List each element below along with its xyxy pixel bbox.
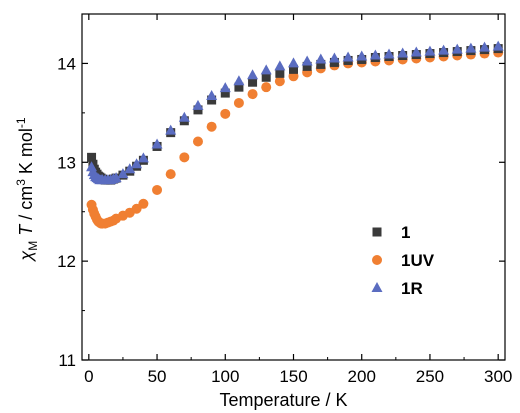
point-1 [248,77,258,87]
point-1r [383,48,395,59]
legend-label-1r: 1R [401,279,423,298]
point-1 [87,152,97,162]
y-axis-title: χM T / cm3 K mol-1 [14,117,40,263]
x-tick-label: 250 [416,367,444,386]
point-1r [342,51,354,62]
point-1r [110,172,122,183]
y-tick-label: 14 [57,54,76,73]
point-1r [438,44,450,55]
point-1r [301,55,313,66]
point-1r [328,52,340,63]
x-tick-label: 0 [84,367,93,386]
point-1uv [152,184,163,195]
point-1r [479,41,491,52]
point-1uv [261,82,272,93]
point-1r [131,158,143,169]
legend-marker-1uv [372,255,382,265]
point-1uv [247,89,258,100]
point-1uv [192,136,203,147]
point-1r [424,45,436,56]
legend-marker-1r [371,282,383,292]
y-title-unit: / cm [16,186,36,225]
point-1 [302,61,312,71]
point-1r [206,90,218,101]
x-tick-label: 50 [148,367,167,386]
point-1r [492,40,504,51]
point-1r [451,43,463,54]
plot-area [86,40,504,229]
x-tick-label: 100 [211,367,239,386]
y-title-superscript-neg: -1 [14,117,28,128]
point-1r [356,50,368,61]
y-title-unit2: K mol [16,128,36,179]
y-tick-label: 11 [58,351,76,370]
series-1r [86,40,504,185]
point-1r [260,64,272,75]
point-1uv [220,108,231,119]
point-1r [247,69,259,80]
point-1r [137,152,149,163]
point-1r [219,82,231,93]
point-1 [275,68,285,78]
x-tick-label: 300 [484,367,512,386]
y-tick-label: 12 [57,252,76,271]
point-1uv [274,76,285,87]
point-1 [289,64,298,74]
point-1r [233,75,245,86]
point-1r [288,57,299,68]
legend: 1 1UV 1R [371,223,435,298]
y-title-t: T [16,223,36,241]
x-axis-title: Temperature / K [219,390,347,410]
x-tick-label: 150 [279,367,307,386]
y-title-superscript: 3 [14,179,28,186]
point-1uv [179,152,190,163]
point-1r [124,163,136,174]
point-1r [178,111,190,122]
point-1r [410,46,422,57]
point-1uv [206,121,217,132]
point-1uv [233,97,244,108]
y-title-subscript: M [26,241,40,251]
legend-label-1uv: 1UV [401,251,435,270]
point-1r [151,138,163,149]
point-1uv [138,198,149,209]
y-tick-label: 13 [57,153,76,172]
point-1r [165,124,177,135]
legend-marker-1 [372,227,382,237]
point-1 [316,59,326,69]
point-1uv [165,169,176,180]
point-1r [397,47,409,58]
legend-label-1: 1 [401,223,410,242]
series-1uv [86,47,504,229]
point-1r [192,99,204,110]
point-1 [234,82,244,92]
point-1r [117,168,129,179]
point-1r [369,49,381,60]
point-1r [274,60,286,71]
point-1 [220,88,230,98]
point-1r [315,53,327,64]
point-1 [261,72,271,82]
x-tick-label: 200 [348,367,376,386]
y-title-chi: χ [16,250,36,263]
point-1r [465,42,477,53]
